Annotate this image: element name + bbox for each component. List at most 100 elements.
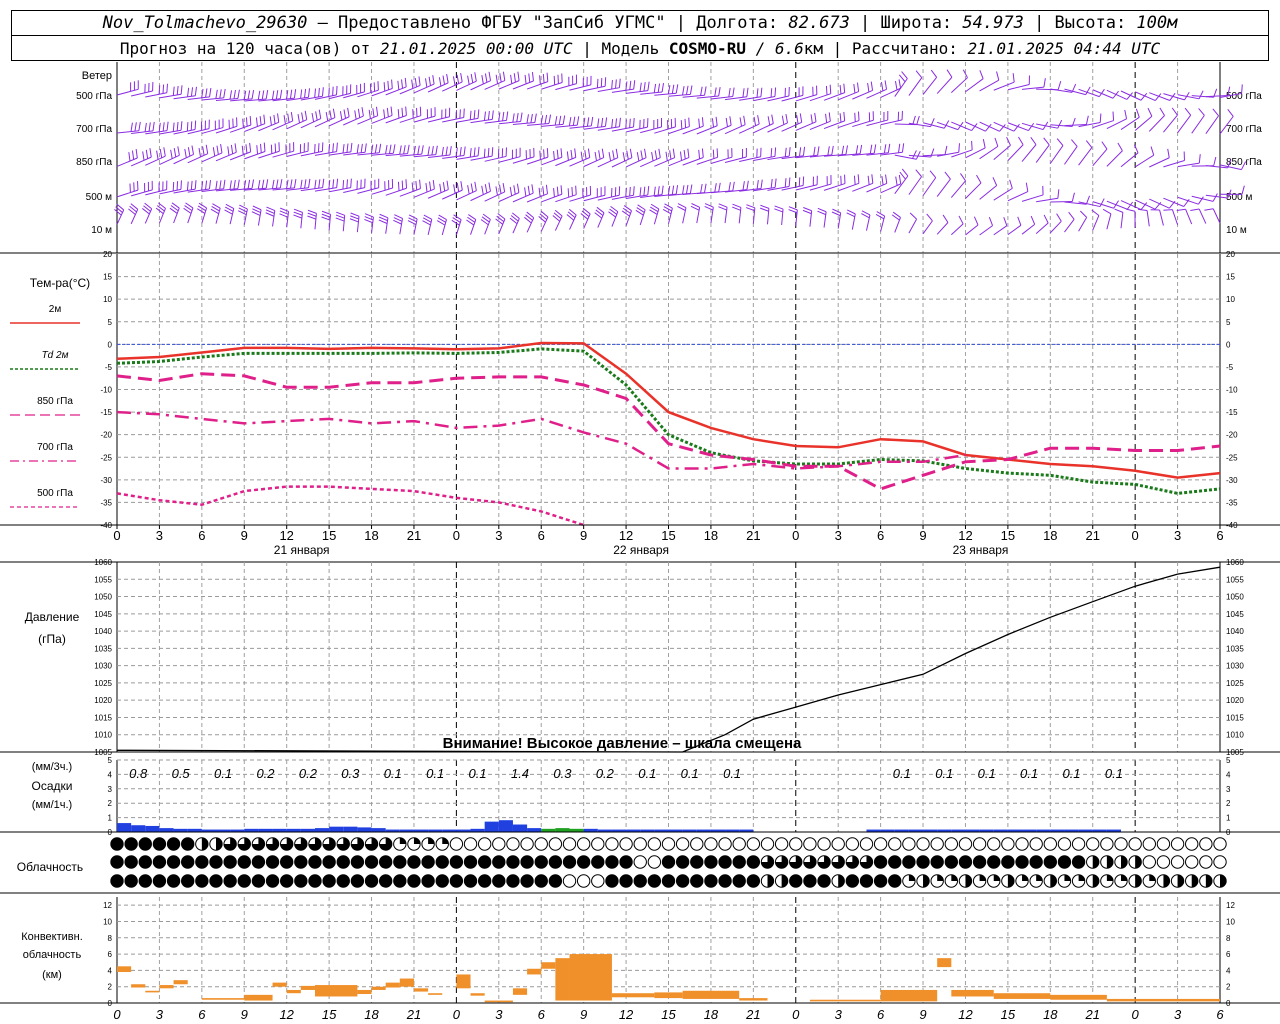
lat-label: | Широта: xyxy=(849,13,963,33)
convective-hour-label: 21 xyxy=(1084,1007,1099,1022)
temp-legend-label: Td 2м xyxy=(42,350,69,361)
wind-barb-staff xyxy=(1177,114,1192,134)
pressure-tick-right: 1055 xyxy=(1226,575,1244,584)
convective-tick-right: 8 xyxy=(1226,934,1231,943)
wind-barb-flag xyxy=(1085,140,1093,148)
cloud-fill-full xyxy=(124,874,138,888)
wind-barb-staff xyxy=(1021,194,1044,202)
cloud-fill-full xyxy=(987,855,1000,869)
wind-barb-flag xyxy=(145,149,149,159)
wind-barb-flag xyxy=(142,151,145,161)
wind-barb-flag xyxy=(502,71,506,81)
wind-barb-flag xyxy=(1102,208,1112,215)
wind-barb-flag xyxy=(360,143,363,153)
wind-barb-flag xyxy=(637,204,646,211)
wind-barb-flag xyxy=(814,112,817,122)
wind-barb-flag xyxy=(855,145,859,155)
wind-barb-flag xyxy=(279,179,283,189)
wind-barb-flag xyxy=(135,149,138,159)
cloud-fill-partial xyxy=(1220,874,1227,888)
wind-barb-flag xyxy=(704,203,714,208)
wind-barb-flag xyxy=(170,149,173,159)
cloud-fill-full xyxy=(365,874,378,888)
wind-barb-staff xyxy=(908,176,922,195)
wind-barb-flag xyxy=(432,75,435,85)
cloud-fill-full xyxy=(718,874,732,888)
cloud-circle xyxy=(562,874,577,888)
convective-bar xyxy=(371,986,386,990)
precip-bar xyxy=(965,829,980,832)
temp-tick-left: -15 xyxy=(100,408,112,417)
wind-barb-flag xyxy=(915,70,923,79)
cloud-fill-full xyxy=(181,837,194,851)
cloud-circle xyxy=(774,837,789,851)
temp-tick-right: 15 xyxy=(1226,273,1235,282)
wind-barb-flag xyxy=(166,83,168,93)
wind-barb-staff xyxy=(1198,208,1207,224)
pressure-unit: (гПа) xyxy=(38,632,66,646)
wind-barb-flag xyxy=(667,85,671,95)
wind-barb-flag xyxy=(304,179,307,189)
wind-barb-staff xyxy=(1092,120,1114,129)
wind-barb-flag xyxy=(611,119,614,129)
wind-barb-flag xyxy=(622,207,631,214)
wind-barb-flag xyxy=(742,181,745,191)
wind-barb-flag xyxy=(732,87,735,97)
precip-bar xyxy=(173,828,188,832)
cloud-circle xyxy=(520,837,534,851)
temp-tick-left: 10 xyxy=(103,295,112,304)
temp-hour-label: 3 xyxy=(156,528,163,543)
cloud-fill-full xyxy=(223,855,237,869)
cloud-fill-full xyxy=(124,855,138,869)
wind-barb-flag xyxy=(718,206,727,211)
wind-barb-flag xyxy=(1169,92,1176,101)
pressure-tick-left: 1030 xyxy=(94,662,112,671)
wind-barb-flag xyxy=(219,89,222,99)
wind-barb-flag xyxy=(453,214,462,221)
wind-barb-flag xyxy=(1117,142,1123,152)
precip-bar xyxy=(343,826,358,832)
wind-barb-flag xyxy=(825,113,828,123)
cloud-fill-full xyxy=(535,855,548,869)
wind-barb-flag xyxy=(771,114,774,124)
wind-barb-flag xyxy=(477,146,480,156)
wind-barb-flag xyxy=(421,145,424,155)
wind-barb-flag xyxy=(418,76,421,86)
convective-hour-label: 18 xyxy=(704,1007,719,1022)
wind-barb-flag xyxy=(460,72,463,82)
wind-barb-flag xyxy=(279,213,289,218)
cloud-fill-full xyxy=(308,874,322,888)
wind-barb-flag xyxy=(677,203,687,209)
wind-barb-staff xyxy=(1120,90,1142,101)
cloud-circle xyxy=(732,837,746,851)
cloud-fill-full xyxy=(436,855,449,869)
pressure-tick-right: 1030 xyxy=(1226,662,1244,671)
wind-barb-flag xyxy=(255,117,258,127)
wind-barb-flag xyxy=(610,205,619,213)
cloud-fill-full xyxy=(506,855,520,869)
wind-barb-flag xyxy=(156,205,165,212)
wind-barb-staff xyxy=(399,84,421,95)
cloud-fill-full xyxy=(973,855,986,869)
wind-barb-flag xyxy=(210,208,219,215)
wind-barb-flag xyxy=(186,122,189,132)
wind-barb-staff xyxy=(328,116,350,127)
cloud-fill-full xyxy=(252,874,265,888)
wind-barb-staff xyxy=(866,88,887,99)
convective-bar xyxy=(456,974,471,989)
wind-barb-flag xyxy=(625,81,628,91)
wind-barb-flag xyxy=(263,142,266,152)
cloud-fill-partial xyxy=(1064,874,1071,881)
wind-barb-flag xyxy=(357,108,361,118)
precip-bar xyxy=(555,828,570,832)
wind-barb-flag xyxy=(452,76,456,86)
wind-barb-flag xyxy=(774,205,784,210)
cloud-fill-partial xyxy=(831,855,845,869)
wind-barb-flag xyxy=(621,210,630,217)
temp-tick-right: 20 xyxy=(1226,250,1235,259)
wind-barb-staff xyxy=(1092,215,1100,231)
temp-hour-label: 9 xyxy=(241,528,248,543)
wind-barb-flag xyxy=(1126,201,1134,210)
wind-barb-flag xyxy=(1006,136,1011,146)
wind-barb-flag xyxy=(287,113,290,123)
